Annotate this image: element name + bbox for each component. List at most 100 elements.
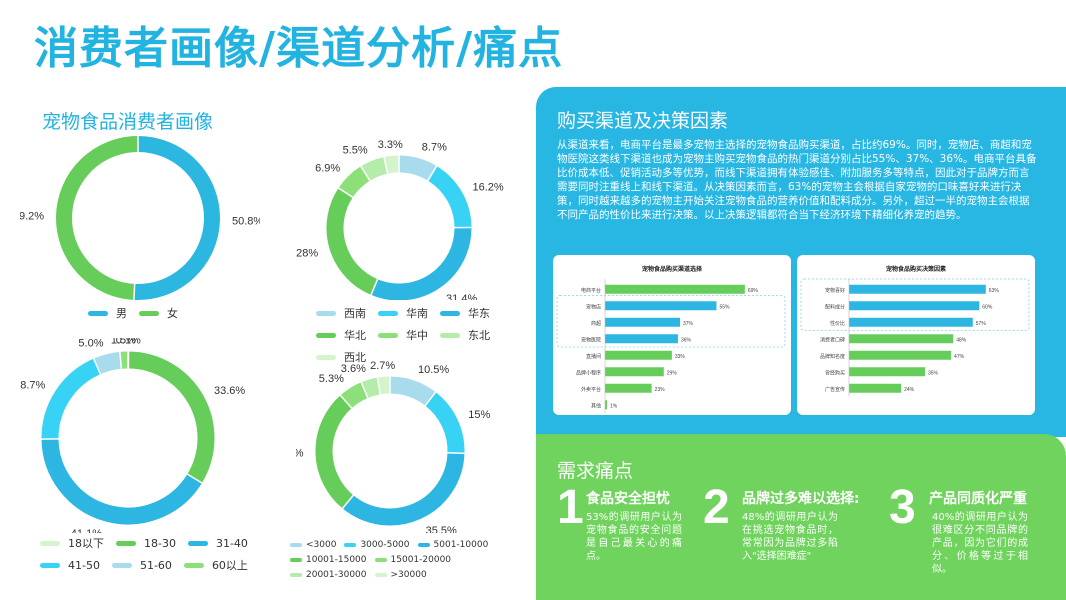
age-legend-item: 51-60	[111, 558, 172, 572]
income-legend-label: <3000	[306, 540, 337, 550]
income-slice-2	[342, 452, 465, 526]
income-legend-label: 3000-5000	[360, 540, 410, 550]
channel-chart-title: 宠物食品购买渠道选择	[642, 265, 703, 273]
region-slice-6	[384, 155, 400, 174]
income-legend: <3000 3000-5000 5001-10000 10001-15000 15001…	[290, 540, 534, 580]
channel-category-label: 品牌小程序	[576, 369, 601, 376]
region-legend-label: 西南	[344, 307, 366, 320]
age-legend-item: 60以上	[183, 557, 248, 573]
age-slice-2	[41, 438, 202, 525]
channel-value-label: 36%	[681, 337, 692, 343]
channel-bar-7	[605, 400, 608, 410]
region-legend-item: 华中	[378, 327, 428, 343]
gender-legend-label: 男	[116, 307, 127, 320]
channel-category-label: 直播间	[586, 353, 601, 360]
channel-bar-1	[605, 301, 717, 311]
age-legend-swatch	[40, 562, 60, 568]
region-slice-0	[398, 155, 437, 181]
income-donut-chart: 10.5% 15% 35.5% 27.4% 5.3%3.6% 2.7%	[296, 360, 491, 533]
income-legend-swatch	[290, 543, 302, 547]
region-separator	[426, 164, 438, 182]
decision-bar-0	[849, 284, 986, 294]
decision-bar-5	[849, 367, 925, 377]
income-slice-6	[377, 376, 391, 395]
region-separator	[359, 165, 372, 183]
income-value-label-4: 5.3%	[319, 373, 344, 385]
income-slice-5	[361, 377, 381, 399]
income-legend-item: 5001-10000	[417, 540, 489, 550]
decision-value-label: 57%	[976, 321, 987, 327]
decision-bar-2	[849, 317, 973, 327]
income-value-label-6: 2.7%	[370, 360, 395, 372]
age-value-label-2: 41.1%	[71, 528, 102, 533]
income-legend-label: 5001-10000	[433, 540, 489, 550]
page-title: 消费者画像/渠道分析/痛点	[34, 23, 564, 74]
age-legend-swatch	[183, 562, 204, 568]
region-slice-2	[371, 227, 472, 300]
pain-number-3: 3	[889, 481, 916, 534]
decision-category-label: 广告宣传	[825, 386, 845, 393]
decision-value-label: 35%	[928, 370, 939, 376]
region-separator	[337, 186, 354, 199]
age-legend-item: 41-50	[40, 559, 100, 572]
channel-category-label: 商超	[591, 320, 601, 327]
channel-bar-3	[605, 334, 678, 344]
income-slice-0	[389, 376, 436, 406]
channel-category-label: 其他	[591, 402, 601, 409]
channel-bar-5	[605, 367, 664, 377]
age-legend-swatch	[111, 562, 132, 568]
gender-legend-swatch	[88, 310, 108, 316]
pain-text-3: 40%的调研用户认为很难区分不同品牌的产品，因为它们的成分、价格等过于相似。	[932, 512, 1028, 575]
region-legend-item: 华东	[440, 305, 490, 321]
decision-category-label: 消费者口碑	[820, 336, 845, 343]
pain-text-1: 53%的调研用户认为宠物食品的安全问题是自己最关心的痛点。	[586, 512, 682, 562]
income-legend-label: 15001-20000	[390, 555, 452, 565]
income-slice-4	[340, 382, 369, 409]
age-legend-swatch	[116, 540, 136, 546]
income-value-label-0: 10.5%	[418, 364, 449, 376]
age-value-label-0: 0.1%	[116, 338, 141, 347]
age-separator	[119, 350, 123, 370]
region-value-label-3: 28%	[296, 248, 318, 260]
region-legend-item: 东北	[440, 327, 490, 343]
region-legend-swatch	[316, 332, 336, 338]
age-value-label-5: 1.5%	[111, 338, 136, 347]
income-legend-item: 10001-15000	[290, 555, 367, 565]
income-separator	[360, 381, 369, 400]
income-legend-swatch	[374, 558, 387, 562]
age-legend-label: 31-40	[215, 536, 248, 550]
age-legend-item: 18以下	[40, 535, 104, 551]
income-legend-item: <3000	[290, 540, 336, 550]
gender-value-label-0: 50.8%	[232, 215, 260, 227]
channel-bar-4	[605, 350, 672, 360]
income-legend-item: >30000	[374, 570, 427, 580]
income-legend-item: 3000-5000	[344, 540, 410, 550]
region-legend: 西南 华南 华东 华北 华中 东北 西北	[316, 305, 516, 365]
age-legend: 18以下 18-30 31-40 41-50 51-60 60以上	[40, 535, 280, 573]
age-legend-swatch	[40, 540, 60, 546]
income-legend-label: >30000	[390, 570, 427, 580]
decision-bar-1	[849, 301, 980, 311]
decision-bar-4	[849, 350, 952, 360]
channel-value-label: 1%	[610, 403, 618, 409]
income-value-label-2: 35.5%	[426, 525, 457, 533]
region-legend-label: 东北	[468, 329, 490, 342]
age-donut-chart: 0.1% 33.6% 41.1% 18.7% 5.0% 1.5%	[20, 338, 245, 533]
decision-bar-card: 宠物食品购买决策因素 宠物喜好 63% 配料成分 60% 性价比 57% 消费者口碑 48% 品牌…	[797, 255, 1035, 415]
channel-value-label: 29%	[667, 370, 678, 376]
gender-slice-1	[56, 136, 139, 300]
income-separator	[341, 494, 355, 510]
region-slice-5	[360, 157, 388, 181]
region-slice-1	[427, 166, 472, 229]
decision-bar-3	[849, 334, 954, 344]
gender-legend: 男女	[88, 305, 248, 321]
income-value-label-5: 3.6%	[341, 363, 366, 375]
gender-donut-chart: 50.8% 49.2%	[20, 135, 260, 300]
age-legend-label: 51-60	[139, 558, 172, 572]
decision-category-label: 配料成分	[825, 303, 845, 310]
income-legend-item: 20001-30000	[290, 570, 367, 580]
income-separator	[446, 452, 466, 455]
decision-highlight-box	[800, 278, 1030, 331]
age-slice-3	[41, 358, 101, 440]
channel-value-label: 37%	[683, 321, 694, 327]
